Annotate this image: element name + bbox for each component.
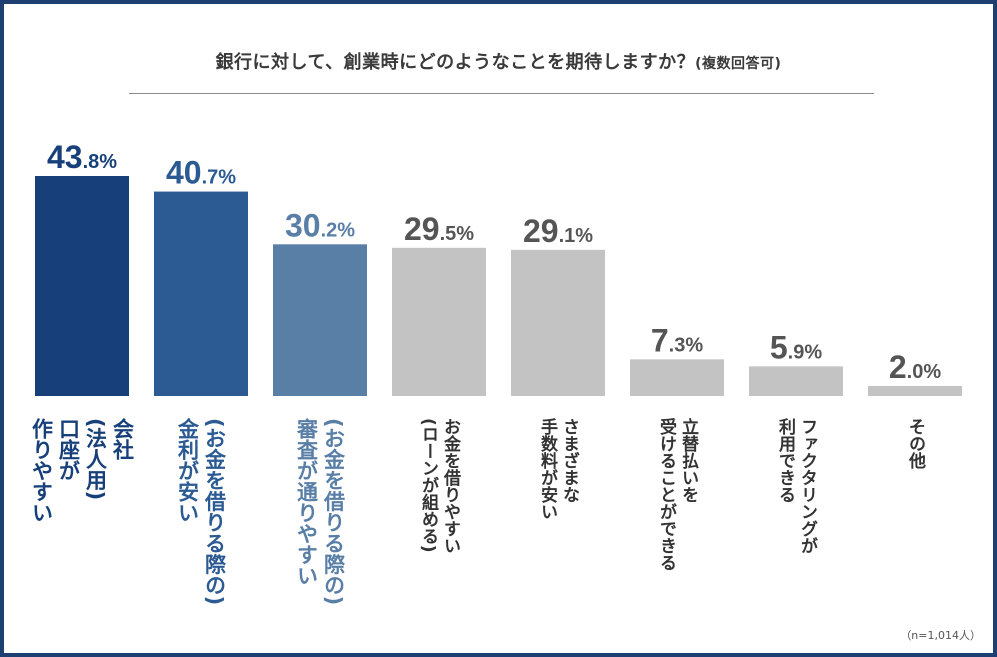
category-label-7-line-1: ファクタリングが: [797, 418, 818, 554]
category-label-1-line-3: 口座が: [57, 418, 81, 481]
sample-size-note: （n=1,014人）: [900, 629, 981, 642]
category-label-3: (お金を借りる際の)審査が通りやすい: [295, 417, 347, 605]
category-label-8-line-1: その他: [905, 418, 927, 469]
category-label-2-line-1: (お金を借りる際の): [203, 418, 228, 605]
value-label-7: 5.9%: [770, 329, 822, 365]
value-label-4: 29.5%: [404, 211, 474, 247]
value-label-1: 43.8%: [47, 139, 117, 175]
title-subtitle: (複数回答可): [695, 56, 782, 72]
value-label-3: 30.2%: [285, 207, 355, 243]
title-main: 銀行に対して、創業時にどのようなことを期待しますか？: [215, 52, 696, 73]
category-label-2: (お金を借りる際の)金利が安い: [176, 417, 228, 605]
title-underline: [129, 93, 874, 94]
category-label-8: その他: [905, 418, 927, 469]
category-label-5-line-1: さまざまな: [559, 418, 579, 503]
category-label-4-line-1: お金を借りやすい: [440, 418, 462, 554]
value-label-2: 40.7%: [166, 155, 236, 191]
category-label-1-line-2: (法人用): [84, 418, 108, 500]
category-label-4-line-2: (ローンが組める): [418, 418, 439, 553]
category-label-4: お金を借りやすい(ローンが組める): [418, 418, 462, 554]
category-label-2-line-2: 金利が安い: [176, 417, 201, 523]
value-label-5: 29.1%: [523, 213, 593, 249]
bar-chart: 43.8%会社(法人用)口座が作りやすい40.7%(お金を借りる際の)金利が安い…: [30, 139, 962, 605]
value-label-8: 2.0%: [889, 349, 941, 385]
bar-3: [273, 244, 367, 396]
category-label-5-line-2: 手数料が安い: [537, 417, 558, 520]
category-label-1-line-1: 会社: [111, 417, 136, 460]
bar-4: [392, 247, 486, 396]
category-label-6-line-1: 立替払いを: [678, 417, 699, 503]
bar-8: [868, 385, 962, 396]
category-label-3-line-2: 審査が通りやすい: [295, 417, 320, 586]
chart-title: 銀行に対して、創業時にどのようなことを期待しますか？(複数回答可): [4, 48, 993, 74]
bar-6: [630, 359, 724, 396]
bar-1: [35, 176, 129, 396]
value-label-6: 7.3%: [651, 322, 703, 358]
category-label-6-line-2: 受けることができる: [656, 417, 677, 571]
category-label-3-line-1: (お金を借りる際の): [322, 418, 347, 605]
bar-7: [749, 366, 843, 396]
bar-5: [511, 249, 605, 396]
category-label-7-line-2: 利用できる: [775, 417, 796, 503]
bar-2: [154, 191, 248, 396]
category-label-1-line-4: 作りやすい: [30, 417, 54, 523]
